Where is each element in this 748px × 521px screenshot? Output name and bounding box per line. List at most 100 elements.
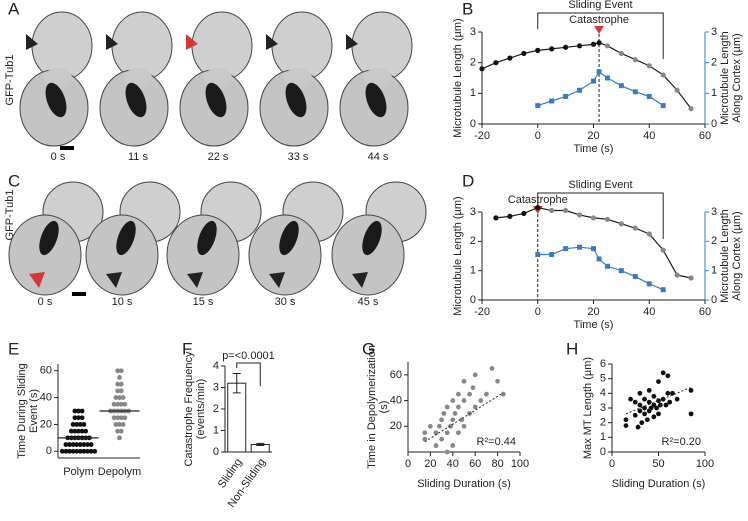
marker: [521, 210, 527, 217]
point: [656, 398, 661, 404]
point: [118, 415, 124, 421]
marker: [591, 78, 596, 84]
point: [122, 401, 128, 407]
point: [88, 442, 94, 447]
point: [111, 415, 117, 421]
panel-letter: H: [566, 339, 578, 358]
point: [115, 401, 121, 407]
marker: [646, 93, 652, 99]
y-tick-label: 1: [470, 87, 476, 99]
y-tick-label: 0: [46, 445, 52, 457]
point: [436, 423, 442, 429]
y-tick-label: 2: [470, 235, 476, 247]
x-tick-label: 20: [424, 458, 436, 470]
point: [67, 442, 72, 447]
point: [635, 424, 641, 430]
point: [81, 448, 87, 454]
marker: [604, 43, 611, 49]
point: [439, 436, 444, 442]
y2-tick-label: 1: [711, 265, 717, 277]
point: [663, 402, 669, 408]
point: [88, 448, 94, 454]
marker: [632, 225, 638, 231]
point: [441, 411, 447, 416]
annotation: R²=0.20: [662, 436, 701, 448]
spindle: [362, 220, 382, 256]
marker: [535, 103, 541, 109]
x-axis-title: Sliding Duration (s): [417, 478, 511, 490]
point: [68, 428, 74, 434]
panel-letter: D: [462, 171, 474, 190]
event-bracket: [537, 192, 664, 239]
marker: [604, 263, 610, 269]
y-tick-label: 40: [40, 391, 52, 403]
y-tick-label: 20: [390, 420, 402, 432]
y-tick-label: 0: [470, 294, 476, 306]
point: [444, 430, 450, 436]
annotation: p=<0.0001: [222, 350, 275, 362]
scale-bar: [60, 146, 74, 150]
marker: [646, 63, 652, 69]
spindle: [125, 82, 147, 118]
panel-letter: F: [182, 339, 192, 358]
point: [472, 404, 478, 410]
marker: [660, 247, 666, 253]
arrowhead: [346, 34, 358, 50]
y-tick-label: 1: [600, 431, 606, 443]
point: [667, 399, 673, 405]
point: [79, 428, 85, 434]
marker: [646, 281, 652, 287]
y2-axis-title: Along Cortex (µm): [731, 33, 743, 122]
point: [623, 423, 629, 428]
series-line: [537, 246, 664, 291]
point: [456, 404, 461, 410]
point: [422, 436, 428, 442]
x-tick-label: 80: [491, 458, 503, 470]
y-tick-label: 2: [470, 57, 476, 69]
point: [484, 391, 489, 397]
panel-letter: C: [8, 171, 20, 190]
point: [118, 388, 124, 394]
point: [637, 408, 643, 414]
y-tick-label: 20: [40, 418, 52, 430]
y-axis-title: (events/min): [195, 379, 207, 440]
point: [113, 422, 119, 427]
point: [670, 390, 675, 396]
point: [83, 428, 89, 434]
y-tick-label: 40: [390, 394, 402, 406]
marker: [563, 246, 569, 252]
marker: [576, 43, 583, 49]
time-label: 45 s: [358, 296, 379, 308]
point: [118, 428, 124, 434]
catastrophe-label: Catastrophe: [569, 14, 629, 26]
marker: [549, 46, 555, 52]
point: [63, 442, 69, 447]
time-label: 15 s: [193, 296, 214, 308]
point: [118, 381, 124, 387]
x-axis-title: Sliding Duration (s): [612, 478, 706, 490]
marker: [549, 98, 555, 104]
marker: [632, 89, 638, 95]
point: [115, 415, 121, 421]
point: [688, 411, 694, 417]
point: [79, 408, 85, 414]
marker: [596, 256, 602, 262]
y-tick-label: 3: [213, 381, 219, 393]
y-axis-title: (s): [378, 401, 390, 414]
point: [656, 379, 661, 384]
marker: [688, 275, 694, 281]
point: [450, 443, 456, 448]
x-tick-label: 0: [535, 130, 541, 142]
marker: [618, 50, 624, 57]
spindle: [45, 82, 67, 118]
x-tick-label: 100: [696, 458, 714, 470]
x-tick-label: 50: [652, 458, 664, 470]
spindle: [279, 220, 299, 256]
y-tick-label: 6: [600, 358, 606, 370]
point: [115, 388, 121, 394]
event-label: Sliding Event: [568, 179, 632, 191]
y2-axis-title: Microtubule Length: [719, 31, 731, 125]
marker: [618, 221, 624, 227]
time-label: 44 s: [368, 151, 389, 163]
point: [651, 414, 657, 420]
